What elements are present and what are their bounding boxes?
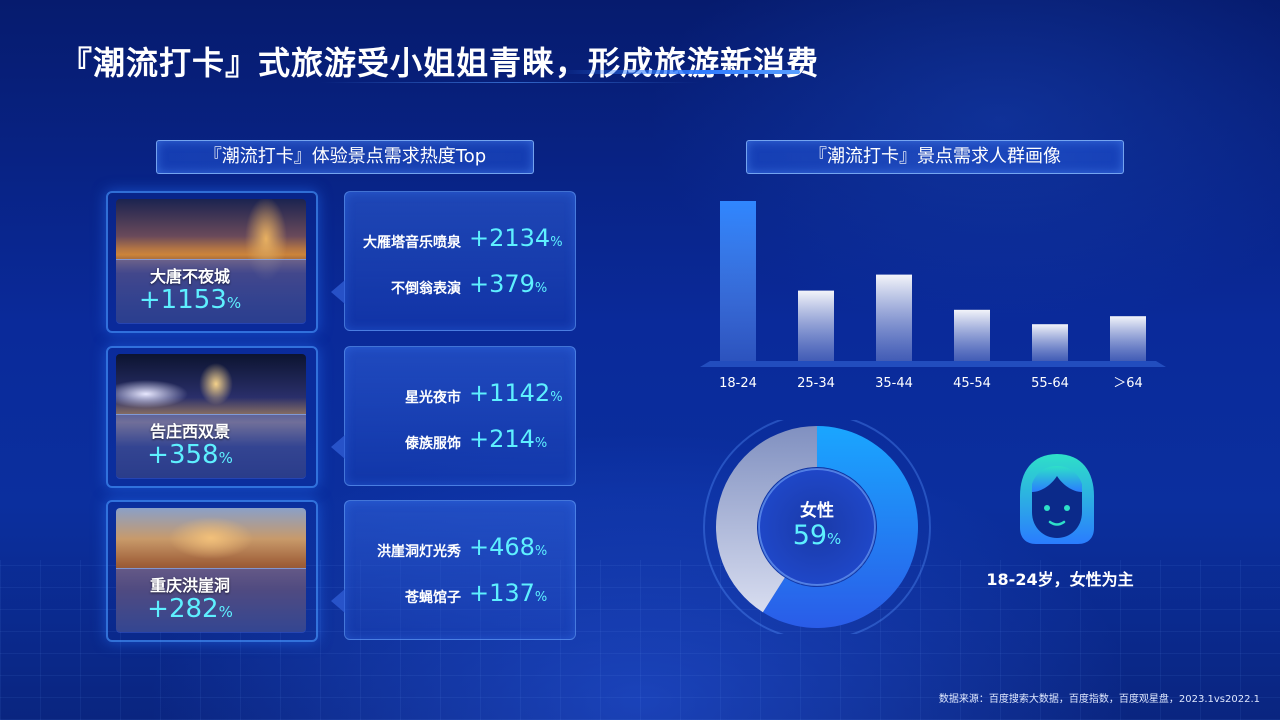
age-bar-18-24 [720,201,756,361]
spot-detail-card: 洪崖洞灯光秀 +468% 苍蝇馆子 +137% [331,500,576,640]
detail-row: 苍蝇馆子 +137% [345,577,575,613]
detail-row: 不倒翁表演 +379% [345,268,575,304]
left-section-title: 『潮流打卡』体验景点需求热度Top [156,140,534,174]
age-bar-55-64 [1032,324,1068,361]
title-underline-thin [320,82,700,83]
donut-slice-female [762,426,918,628]
spot-card: 大唐不夜城 +1153% [106,191,318,333]
detail-percent: +1142% [469,379,563,407]
age-bar-35-44 [876,274,912,361]
spot-overlay [116,568,306,633]
detail-label: 不倒翁表演 [391,281,461,297]
callout-notch [331,435,345,459]
avatar-caption: 18-24岁，女性为主 [986,570,1134,589]
detail-percent: +214% [469,425,548,453]
spot-percent: +1153% [138,285,242,315]
spot-card: 告庄西双景 +358% [106,346,318,488]
detail-row: 洪崖洞灯光秀 +468% [345,531,575,567]
detail-label: 大雁塔音乐喷泉 [363,235,461,251]
spot-overlay [116,414,306,479]
age-tick-label: ＞64 [1113,376,1143,391]
donut-percent: 59% [792,520,842,551]
age-tick-label: 25-34 [797,376,835,391]
detail-percent: +137% [469,579,548,607]
donut-label: 女性 [800,501,834,521]
gender-donut [700,413,934,641]
age-bar-chart: 18-24 25-34 35-44 45-54 55-64 ＞64 [700,201,1166,391]
age-tick-label: 35-44 [875,376,913,391]
donut-center [758,468,876,586]
donut-slice-other [716,426,817,613]
spot-detail-card: 星光夜市 +1142% 傣族服饰 +214% [331,346,576,486]
detail-label: 星光夜市 [405,390,461,406]
detail-label: 洪崖洞灯光秀 [377,544,461,560]
spot-name: 告庄西双景 [149,422,230,441]
spot-overlay [116,259,306,324]
spot-detail-card: 大雁塔音乐喷泉 +2134% 不倒翁表演 +379% [331,191,576,331]
age-tick-label: 55-64 [1031,376,1069,391]
age-bar-＞64 [1110,316,1146,361]
detail-row: 傣族服饰 +214% [345,423,575,459]
detail-row: 星光夜市 +1142% [345,377,575,413]
female-user-icon [1012,450,1102,550]
page-title: 『潮流打卡』式旅游受小姐姐青睐，形成旅游新消费 [60,44,820,82]
data-source-footnote: 数据来源：百度搜索大数据，百度指数，百度观星盘，2023.1vs2022.1 [938,694,1260,705]
spot-card: 重庆洪崖洞 +282% [106,500,318,642]
detail-label: 苍蝇馆子 [405,590,461,606]
right-section-title: 『潮流打卡』景点需求人群画像 [746,140,1124,174]
spot-name: 大唐不夜城 [149,267,230,286]
detail-percent: +379% [469,270,548,298]
callout-notch [331,589,345,613]
spot-percent: +282% [147,594,233,624]
chart-baseline [700,361,1166,367]
spot-percent: +358% [147,440,233,470]
title-underline [560,70,800,74]
age-bar-25-34 [798,290,834,361]
age-tick-label: 45-54 [953,376,991,391]
detail-label: 傣族服饰 [405,436,461,452]
spot-name: 重庆洪崖洞 [149,576,230,595]
detail-row: 大雁塔音乐喷泉 +2134% [345,222,575,258]
age-tick-label: 18-24 [719,376,757,391]
detail-percent: +468% [469,533,548,561]
age-bar-45-54 [954,309,990,361]
detail-percent: +2134% [469,224,563,252]
callout-notch [331,280,345,304]
